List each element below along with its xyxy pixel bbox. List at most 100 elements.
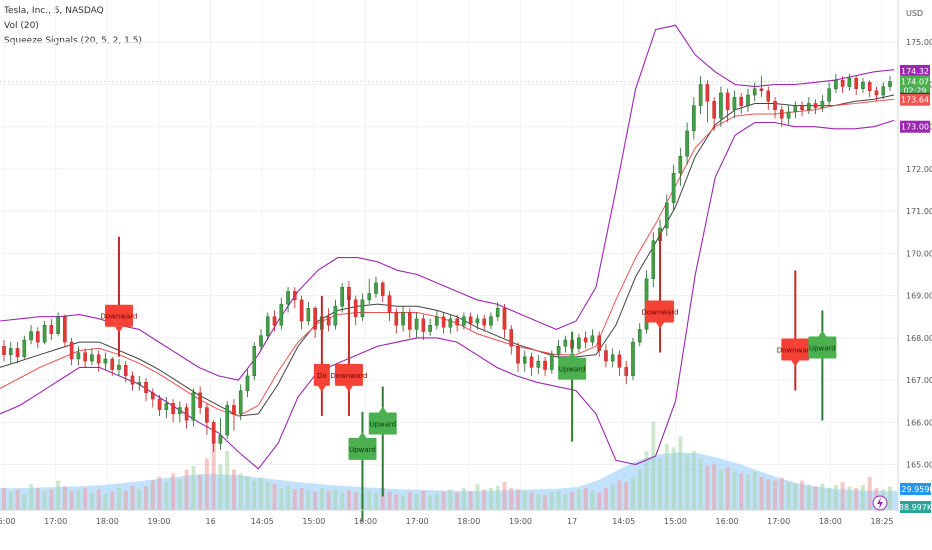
volume-bar — [245, 476, 250, 510]
candle — [773, 97, 777, 119]
signal-upward[interactable]: Upward — [368, 386, 397, 497]
candle — [340, 282, 344, 313]
volume-bar — [671, 447, 676, 510]
volume-bar — [380, 487, 385, 510]
candle — [631, 337, 635, 381]
volume-bar — [373, 492, 378, 510]
time-tick: 18:00 — [457, 517, 480, 526]
signal-downward[interactable]: Downward — [642, 232, 679, 353]
volume-bar — [103, 493, 108, 510]
candle — [238, 384, 243, 421]
volume-bar — [299, 487, 304, 510]
candle — [313, 306, 317, 338]
candle — [184, 403, 189, 429]
volume-bar — [888, 486, 892, 510]
volume-bar — [570, 491, 575, 510]
signal-label: Upward — [349, 446, 376, 454]
volume-bar — [685, 454, 690, 510]
candle — [293, 287, 297, 309]
candle — [854, 76, 858, 96]
candle — [286, 287, 290, 313]
candle — [637, 323, 642, 347]
volume-bar — [603, 487, 608, 510]
price-badge-label: 174.32 — [901, 67, 929, 76]
volume-bar — [664, 443, 669, 510]
candle — [265, 312, 270, 340]
signal-downward[interactable]: Downward — [777, 270, 814, 391]
candle — [130, 371, 135, 391]
candle — [374, 276, 378, 298]
volume-bar — [543, 495, 548, 510]
signal-upward[interactable]: Upward — [558, 331, 587, 442]
ema-line — [0, 98, 895, 417]
volume-bar — [326, 490, 331, 510]
volume-bar — [509, 487, 514, 510]
volume-bar — [225, 451, 230, 510]
volume-bar — [678, 436, 683, 510]
volume-bar — [401, 495, 406, 510]
volume-bar — [529, 492, 534, 510]
volume-bar — [793, 483, 798, 510]
signal-downward[interactable]: Downward — [100, 236, 138, 357]
price-badge: 173.64 — [900, 93, 930, 106]
volume-badge: 129.959K — [896, 483, 932, 495]
candle — [218, 418, 223, 450]
volume-bar — [110, 491, 115, 510]
candle — [394, 308, 399, 334]
volume-bar — [718, 469, 723, 510]
candle — [590, 329, 595, 347]
volume-bar — [455, 492, 460, 510]
volume-bar — [475, 484, 480, 510]
bollinger-bands — [0, 24, 895, 470]
signal-label: Downward — [330, 372, 367, 380]
time-tick: 15:00 — [302, 517, 325, 526]
volume-bar — [2, 487, 6, 510]
price-tick: 167.00 — [906, 376, 932, 385]
candle — [90, 348, 94, 366]
candle — [150, 388, 155, 408]
basis-line — [0, 94, 895, 417]
candle — [110, 356, 115, 376]
candle — [624, 361, 629, 385]
volume-bar — [211, 443, 216, 510]
volume-bar — [739, 473, 744, 510]
candle — [847, 73, 852, 91]
volume-bar — [468, 490, 473, 510]
candle — [861, 78, 865, 93]
candle — [15, 342, 20, 364]
price-tick: 171.00 — [906, 207, 932, 216]
grid — [0, 0, 898, 510]
candle — [800, 101, 804, 117]
lightning-icon[interactable] — [872, 495, 888, 511]
signal-upward[interactable]: Upward — [348, 411, 377, 522]
price-badge-label: 173.64 — [901, 96, 929, 105]
time-tick: 18:00 — [819, 517, 842, 526]
signal-downward[interactable]: Do — [313, 295, 330, 416]
candle — [793, 101, 798, 119]
volume-bar — [144, 486, 149, 510]
signal-downward[interactable]: Downward — [330, 295, 367, 416]
volume-bar — [840, 482, 845, 510]
volume-badge-label: 88.997K — [899, 503, 932, 512]
candle — [462, 312, 466, 330]
candle — [56, 312, 60, 336]
candle — [779, 105, 784, 127]
legend-symbol: Tesla, Inc., 5, NASDAQ — [4, 6, 104, 16]
candle — [543, 356, 547, 376]
candle — [489, 312, 493, 330]
candle — [387, 291, 392, 321]
price-tick: 170.00 — [906, 249, 932, 258]
signal-upward[interactable]: Upward — [808, 310, 837, 421]
candle — [874, 86, 879, 102]
candle — [881, 82, 886, 100]
candle — [137, 375, 142, 391]
volume-bar — [394, 493, 399, 510]
candle — [211, 420, 216, 452]
volume-bar — [171, 473, 176, 510]
volume-bar — [137, 489, 142, 510]
volume-bar — [590, 490, 595, 510]
candle — [326, 308, 331, 332]
volume-bar — [549, 492, 554, 510]
volume-bar — [96, 489, 101, 510]
